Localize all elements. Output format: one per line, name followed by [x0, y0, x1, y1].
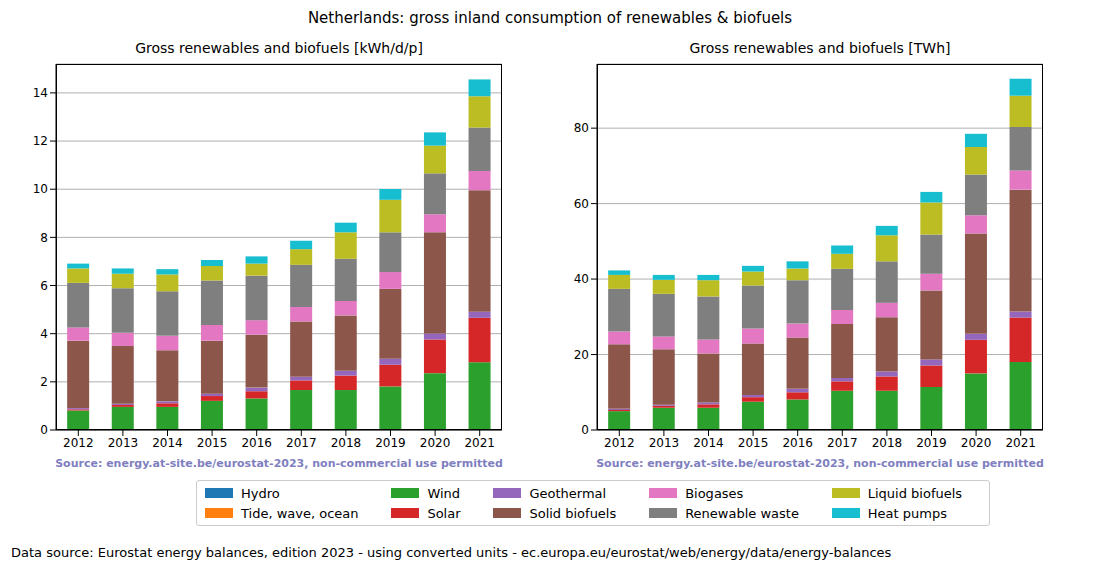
svg-text:14: 14 [33, 86, 48, 100]
svg-text:80: 80 [574, 121, 589, 135]
svg-text:2015: 2015 [197, 436, 228, 450]
svg-text:0: 0 [40, 423, 48, 437]
svg-text:2014: 2014 [152, 436, 183, 450]
svg-text:2: 2 [40, 375, 48, 389]
html-text:Gross renewables and biofuels: Gross renewables and biofuels [kWh/d/p] [135, 40, 423, 56]
svg-text:2013: 2013 [649, 436, 680, 450]
svg-text:2016: 2016 [782, 436, 813, 450]
html-text:Gross renewables and biofuels: Gross renewables and biofuels [TWh] [689, 40, 951, 56]
html-text:Heat pumps: Heat pumps [867, 505, 947, 521]
svg-text:2012: 2012 [63, 436, 94, 450]
svg-text:0: 0 [581, 423, 589, 437]
svg-text:12: 12 [33, 134, 48, 148]
html-text:Renewable waste: Renewable waste [685, 505, 799, 521]
html-text:Biogases: Biogases [685, 485, 744, 501]
svg-text:2020: 2020 [961, 436, 992, 450]
svg-text:2018: 2018 [331, 436, 362, 450]
html-text:Hydro: Hydro [241, 485, 280, 501]
svg-text:10: 10 [33, 182, 48, 196]
html-text:Netherlands: gross inland cons: Netherlands: gross inland consumption of… [307, 9, 793, 27]
svg-text:40: 40 [574, 272, 589, 286]
html-text:Source: energy.at-site.be/euro: Source: energy.at-site.be/eurostat-2023,… [55, 457, 503, 470]
svg-text:2012: 2012 [604, 436, 635, 450]
svg-text:8: 8 [40, 231, 48, 245]
svg-text:4: 4 [40, 327, 48, 341]
svg-text:2018: 2018 [872, 436, 903, 450]
html-text:Solar: Solar [427, 505, 461, 521]
svg-text:2019: 2019 [375, 436, 406, 450]
html-text:Wind: Wind [427, 485, 461, 501]
html-text:Data source: Eurostat energy b: Data source: Eurostat energy balances, e… [11, 545, 892, 560]
svg-text:2013: 2013 [108, 436, 139, 450]
svg-text:2019: 2019 [916, 436, 947, 450]
svg-text:2017: 2017 [286, 436, 317, 450]
html-text:Geothermal: Geothermal [529, 485, 607, 501]
svg-text:20: 20 [574, 348, 589, 362]
svg-text:2021: 2021 [1005, 436, 1036, 450]
html-text:Solid biofuels: Solid biofuels [529, 505, 617, 521]
svg-text:60: 60 [574, 197, 589, 211]
svg-text:2021: 2021 [464, 436, 495, 450]
html-text:Tide, wave, ocean: Tide, wave, ocean [241, 505, 359, 521]
svg-text:6: 6 [40, 279, 48, 293]
svg-text:2016: 2016 [241, 436, 272, 450]
html-text:Source: energy.at-site.be/euro: Source: energy.at-site.be/eurostat-2023,… [596, 457, 1044, 470]
html-text:Liquid biofuels: Liquid biofuels [867, 485, 963, 501]
svg-text:2017: 2017 [827, 436, 858, 450]
svg-text:2015: 2015 [738, 436, 769, 450]
svg-text:2020: 2020 [420, 436, 451, 450]
svg-text:2014: 2014 [693, 436, 724, 450]
